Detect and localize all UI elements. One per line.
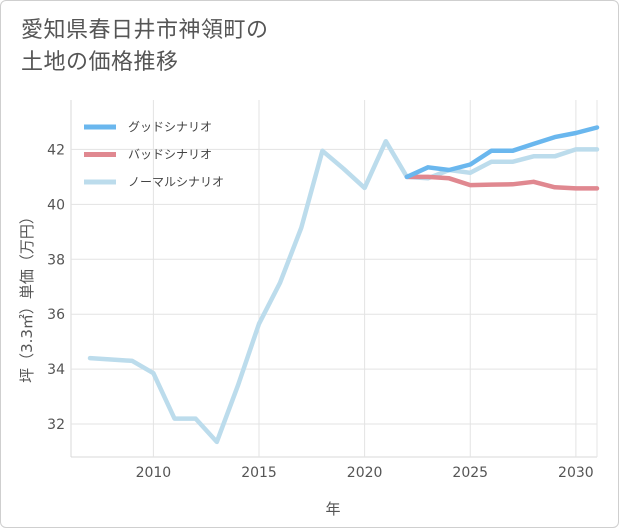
y-axis-ticks: 32 34 36 38 40 42: [47, 142, 65, 433]
x-tick-label: 2015: [241, 465, 277, 481]
y-tick-label: 42: [47, 142, 65, 158]
series-line-0: [404, 125, 600, 180]
series-line-1: [404, 174, 600, 191]
legend-label: バッドシナリオ: [128, 148, 212, 162]
chart-title: 愛知県春日井市神領町の 土地の価格推移: [21, 15, 581, 79]
y-tick-label: 40: [47, 197, 65, 213]
y-tick-label: 38: [47, 252, 65, 268]
chart-title-line2: 土地の価格推移: [21, 50, 179, 75]
y-tick-label: 34: [47, 362, 65, 378]
legend-label: ノーマルシナリオ: [128, 175, 224, 189]
x-tick-label: 2025: [452, 465, 488, 481]
x-tick-label: 2030: [558, 465, 594, 481]
chart-title-line1: 愛知県春日井市神領町の: [21, 18, 269, 43]
y-tick-label: 36: [47, 307, 65, 323]
x-tick-label: 2020: [347, 465, 383, 481]
legend-label: グッドシナリオ: [128, 120, 212, 134]
y-axis-label: 坪（3.3㎡）単価（万円）: [18, 209, 36, 383]
y-tick-label: 32: [47, 417, 65, 433]
x-axis-label: 年: [325, 500, 340, 518]
series-lines: [87, 125, 600, 445]
grid-lines: [70, 100, 598, 458]
series-line-2: [87, 138, 600, 445]
x-axis-ticks: 2010 2015 2020 2025 2030: [136, 465, 594, 481]
x-tick-label: 2010: [136, 465, 172, 481]
